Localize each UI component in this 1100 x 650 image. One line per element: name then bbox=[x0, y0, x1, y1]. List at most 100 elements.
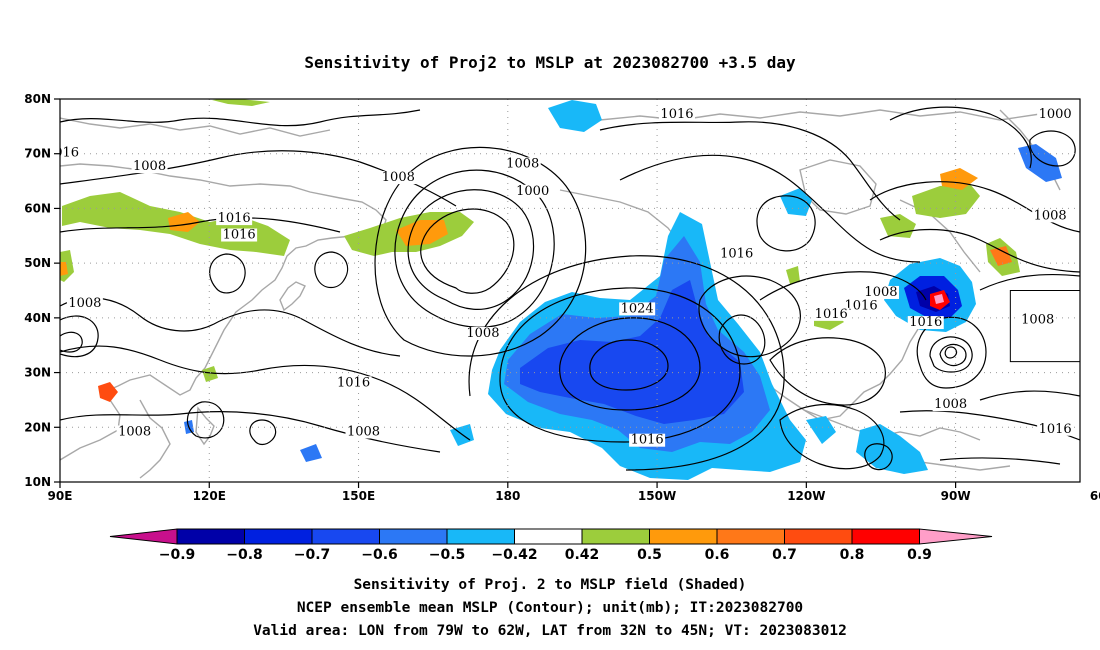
contour-label: 1000 bbox=[516, 184, 549, 199]
coastline-philippines bbox=[195, 406, 215, 446]
contour-line bbox=[979, 273, 1080, 291]
coastline-indochina bbox=[139, 399, 171, 479]
contour-label-background bbox=[907, 316, 944, 330]
contour-label-background bbox=[1037, 108, 1074, 122]
contour-line bbox=[249, 419, 277, 446]
contour-line bbox=[1029, 130, 1076, 167]
lon-tick-label: 120E bbox=[193, 489, 226, 503]
contour-line bbox=[314, 251, 349, 289]
colorbar-label: 0.5 bbox=[637, 547, 662, 563]
lat-tick-label: 60N bbox=[24, 201, 51, 215]
contour-label: 1008 bbox=[466, 326, 499, 341]
shade-positive-arctic bbox=[212, 99, 270, 106]
contour-label-background bbox=[932, 398, 969, 412]
contour-line bbox=[60, 217, 341, 233]
contour-label-background bbox=[221, 228, 258, 242]
contour-label: 1016 bbox=[223, 228, 256, 243]
lon-tick-label: 150E bbox=[342, 489, 375, 503]
contour-line bbox=[779, 403, 885, 470]
contour-line bbox=[60, 315, 99, 358]
contour-line bbox=[374, 146, 587, 357]
shade-positive-atlantic-east-orange bbox=[990, 246, 1012, 266]
colorbar-label: −0.6 bbox=[361, 547, 398, 563]
contour-label-background bbox=[131, 160, 168, 174]
contour-line bbox=[468, 255, 785, 471]
colorbar-label: 0.9 bbox=[907, 547, 932, 563]
contour-label: 1008 bbox=[382, 170, 415, 185]
figure-title: Sensitivity of Proj2 to MSLP at 20230827… bbox=[304, 53, 796, 72]
contour-label-background bbox=[629, 433, 666, 447]
colorbar-segment bbox=[514, 528, 583, 545]
contour-line bbox=[718, 314, 766, 365]
contour-line bbox=[944, 346, 958, 359]
contour-label: 1008 bbox=[1021, 312, 1054, 327]
contour-line bbox=[499, 287, 741, 443]
contour-line bbox=[889, 106, 1032, 169]
lon-tick-label: 60W bbox=[1090, 489, 1100, 503]
contour-label-background bbox=[60, 146, 81, 160]
lat-tick-label: 20N bbox=[24, 420, 51, 434]
coastline-asia bbox=[60, 163, 387, 461]
contour-line bbox=[60, 109, 421, 127]
contour-label: 1024 bbox=[621, 301, 654, 316]
contour-label: 1016 bbox=[218, 211, 251, 226]
shade-negative-canada bbox=[780, 188, 812, 216]
lon-tick-label: 180 bbox=[495, 489, 520, 503]
contour-line bbox=[939, 343, 967, 367]
contour-label: 101 bbox=[1083, 244, 1100, 259]
contour-label-background bbox=[862, 285, 899, 299]
contour-line bbox=[60, 345, 471, 441]
contour-line bbox=[589, 339, 669, 391]
contour-label: 1008 bbox=[1034, 208, 1067, 223]
mslp-contours bbox=[60, 106, 1080, 471]
lat-tick-label: 10N bbox=[24, 475, 51, 489]
lon-tick-label: 90E bbox=[48, 489, 73, 503]
contour-label: 1016 bbox=[1039, 422, 1072, 437]
contour-line bbox=[939, 457, 1061, 465]
colorbar-segment bbox=[649, 528, 718, 545]
colorbar-label: −0.8 bbox=[226, 547, 263, 563]
contour-label: 1000 bbox=[1039, 107, 1072, 122]
lon-tick-label: 90W bbox=[941, 489, 971, 503]
contour-label: 1008 bbox=[68, 296, 101, 311]
shade-negative-north-pacific bbox=[548, 100, 602, 132]
contour-label: 1016 bbox=[660, 107, 693, 122]
contour-label-background bbox=[1037, 422, 1074, 436]
contour-label: 1008 bbox=[347, 424, 380, 439]
contour-label: 1008 bbox=[864, 285, 897, 300]
contour-line bbox=[60, 331, 83, 353]
colorbar-label: 0.8 bbox=[840, 547, 865, 563]
colorbar-label: −0.7 bbox=[294, 547, 331, 563]
contour-label: 1008 bbox=[934, 397, 967, 412]
shade-negative-gulf bbox=[806, 416, 836, 444]
colorbar-segment bbox=[176, 528, 245, 545]
contour-line bbox=[879, 228, 1080, 273]
contour-label-background bbox=[843, 299, 880, 313]
lat-tick-label: 40N bbox=[24, 311, 51, 325]
coastline-gulf bbox=[803, 409, 981, 441]
contour-label: 1008 bbox=[506, 156, 539, 171]
colorbar-negative-arrow bbox=[109, 528, 178, 545]
contour-label-background bbox=[504, 157, 541, 171]
latitude-axis: 80N 70N 60N 50N 40N 30N 20N 10N bbox=[24, 92, 60, 489]
longitude-axis: 90E 120E 150E 180 150W 120W 90W 60W bbox=[48, 482, 1100, 503]
shade-positive-india bbox=[98, 382, 118, 402]
coastline-japan bbox=[279, 281, 306, 312]
contour-line bbox=[420, 208, 515, 294]
contour-line bbox=[60, 297, 401, 357]
lon-tick-label: 150W bbox=[638, 489, 676, 503]
contour-label-background bbox=[66, 296, 103, 310]
contour-line bbox=[559, 317, 701, 411]
contour-line bbox=[929, 336, 973, 373]
contour-label-background bbox=[216, 212, 253, 226]
colorbar-label: −0.9 bbox=[159, 547, 196, 563]
caption-line-2: NCEP ensemble mean MSLP (Contour); unit(… bbox=[297, 600, 803, 616]
shade-positive-atlantic-north bbox=[912, 184, 980, 218]
colorbar: −0.9 −0.8 −0.7 −0.6 −0.5 −0.42 0.42 0.5 0.6 0.7 0.… bbox=[109, 528, 993, 563]
contour-line bbox=[769, 337, 886, 406]
caption-line-3: Valid area: LON from 79W to 62W, LAT fro… bbox=[253, 623, 847, 639]
contour-label: 1016 bbox=[845, 299, 878, 314]
colorbar-segment bbox=[581, 528, 650, 545]
